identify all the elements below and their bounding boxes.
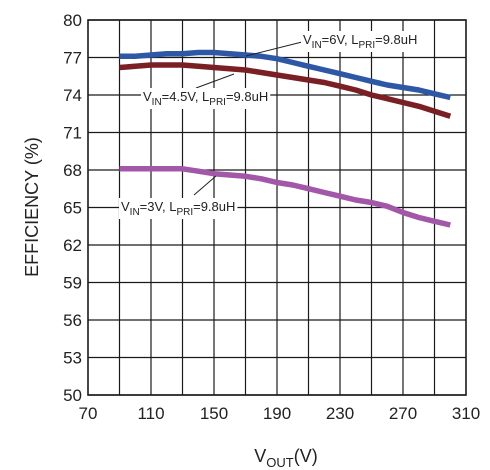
- x-axis-label-tail: (V): [294, 446, 318, 466]
- x-axis-label-main: V: [254, 446, 266, 466]
- y-tick-label: 65: [63, 199, 82, 218]
- x-tick-label: 310: [452, 404, 480, 423]
- annotation-text-part: =9.8uH: [375, 32, 417, 47]
- x-tick-label: 150: [200, 404, 228, 423]
- x-tick-label: 230: [326, 404, 354, 423]
- annotation-text-part: V: [121, 199, 130, 214]
- series-vin-4p5v-line: [119, 62, 452, 119]
- annotation-text-part: V: [303, 32, 312, 47]
- y-tick-labels: 50 53 56 59 62 65 68 71 74 77 80: [63, 11, 82, 405]
- annotation-leader-line: [193, 175, 217, 196]
- x-tick-label: 110: [137, 404, 164, 423]
- annotation-text-part: V: [143, 89, 152, 104]
- annotation-subscript: PRI: [358, 40, 375, 51]
- annotation-background: [301, 31, 420, 52]
- y-tick-label: 68: [63, 161, 82, 180]
- annotation-text-part: =9.8uH: [226, 89, 268, 104]
- annotation-subscript: IN: [152, 97, 162, 108]
- y-tick-label: 80: [63, 11, 82, 30]
- annotation-text: VIN=3V, LPRI=9.8uH: [121, 199, 235, 218]
- annotation-background: [119, 198, 238, 219]
- series-vin-3v-line: [119, 166, 451, 228]
- annotation-text-part: =9.8uH: [193, 199, 235, 214]
- y-tick-label: 62: [63, 236, 82, 255]
- x-tick-label: 270: [389, 404, 417, 423]
- annotation-text-part: =6V, L: [322, 32, 359, 47]
- x-tick-labels: 70 110 150 190 230 270 310: [79, 404, 481, 423]
- y-tick-label: 50: [63, 386, 82, 405]
- x-tick-label: 190: [263, 404, 291, 423]
- series-vin-6v-line: [119, 49, 451, 101]
- y-tick-label: 71: [63, 124, 82, 143]
- y-tick-label: 77: [63, 49, 82, 68]
- annotation-background: [141, 88, 271, 109]
- annotation-text-part: =3V, L: [140, 199, 177, 214]
- annotation-subscript: IN: [312, 40, 322, 51]
- annotation-vin-6v: VIN=6V, LPRI=9.8uH: [245, 31, 420, 57]
- annotation-subscript: PRI: [176, 207, 193, 218]
- y-tick-label: 74: [63, 86, 82, 105]
- annotation-leader-line: [195, 73, 235, 89]
- y-tick-label: 56: [63, 311, 82, 330]
- annotation-text-part: =4.5V, L: [162, 89, 210, 104]
- annotation-subscript: PRI: [209, 97, 226, 108]
- x-axis-label-sub: OUT: [266, 455, 294, 470]
- annotation-text: VIN=4.5V, LPRI=9.8uH: [143, 89, 268, 108]
- annotation-vin-4p5v: VIN=4.5V, LPRI=9.8uH: [141, 73, 271, 109]
- x-axis-label: VOUT(V): [254, 446, 317, 470]
- y-tick-label: 59: [63, 274, 82, 293]
- y-axis-label: EFFICIENCY (%): [22, 137, 42, 277]
- x-tick-label: 70: [79, 404, 98, 423]
- plot-frame: [87, 19, 467, 396]
- annotation-leader-line: [245, 41, 303, 57]
- annotation-text: VIN=6V, LPRI=9.8uH: [303, 32, 417, 51]
- y-tick-label: 53: [63, 349, 82, 368]
- annotation-subscript: IN: [130, 207, 140, 218]
- series-lines: [119, 49, 452, 228]
- annotation-vin-3v: VIN=3V, LPRI=9.8uH: [119, 175, 238, 219]
